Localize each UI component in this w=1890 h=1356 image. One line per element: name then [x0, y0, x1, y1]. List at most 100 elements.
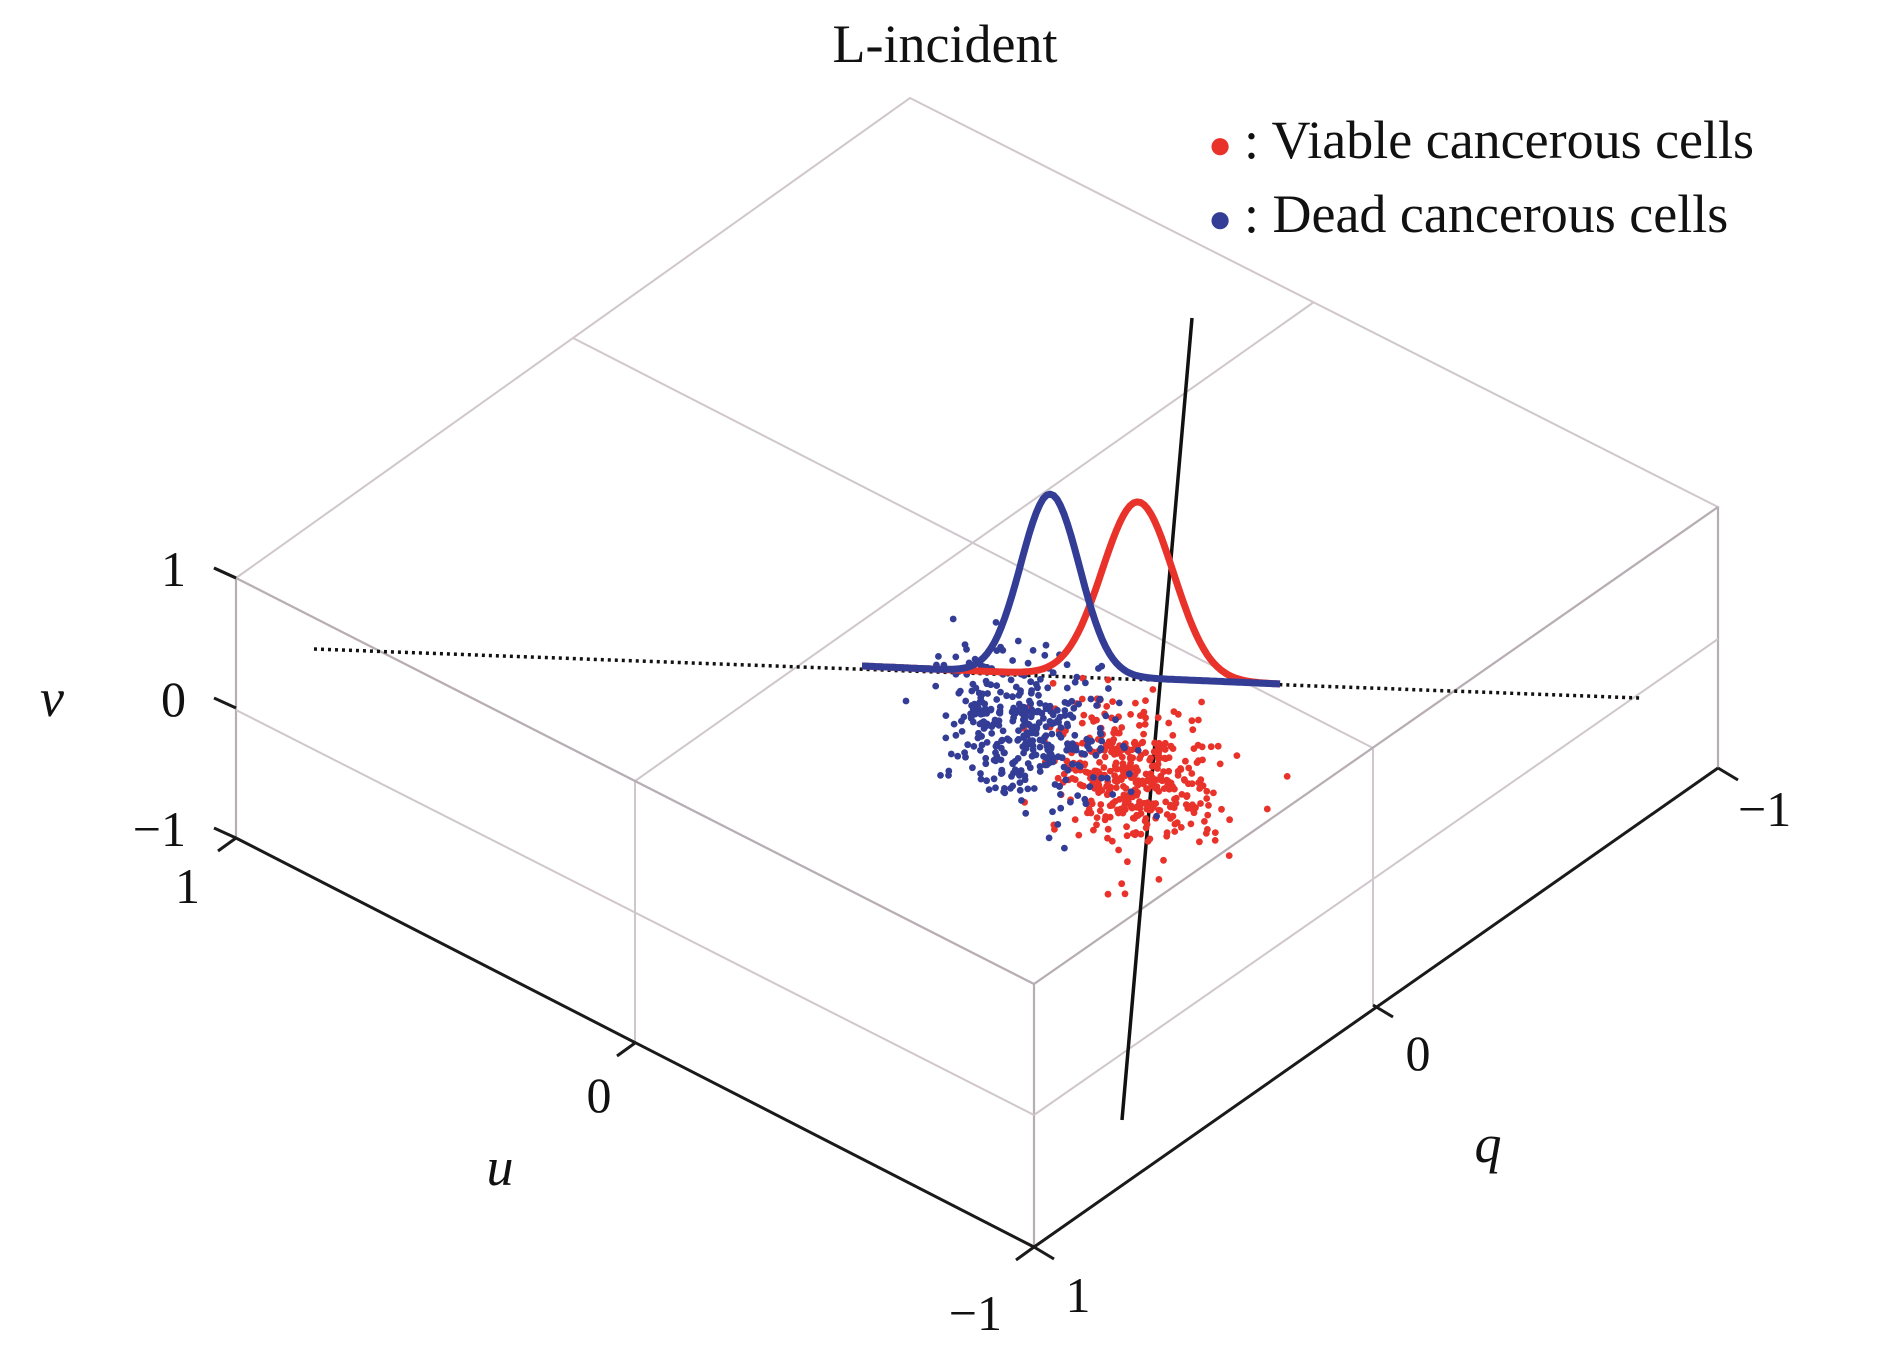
data-points [902, 615, 1291, 898]
data-point-viable [1101, 753, 1109, 761]
data-point-dead [1109, 791, 1117, 798]
data-point-viable [1187, 820, 1195, 828]
data-point-viable [1205, 802, 1212, 809]
chart-title: L-incident [833, 14, 1058, 74]
data-point-viable [1109, 800, 1117, 807]
data-point-viable [1090, 826, 1097, 834]
data-point-dead [1049, 711, 1057, 719]
data-point-viable [1115, 809, 1122, 817]
v-tick-1 [213, 566, 237, 580]
data-point-dead [1042, 723, 1050, 731]
data-point-dead [1098, 774, 1106, 782]
data-point-viable [1161, 754, 1168, 762]
q-tick-label-1: 1 [1066, 1267, 1091, 1323]
data-point-viable [1096, 759, 1103, 766]
data-point-viable [1104, 676, 1112, 684]
data-point-viable [1106, 767, 1114, 775]
data-point-viable [1128, 804, 1136, 812]
data-point-viable [1151, 739, 1158, 747]
data-point-viable [1155, 750, 1162, 757]
data-point-dead [1049, 808, 1056, 816]
data-point-viable [1104, 825, 1112, 833]
data-point-dead [1010, 714, 1017, 722]
data-point-dead [1067, 798, 1074, 806]
data-point-dead [977, 770, 984, 777]
data-point-viable [1141, 720, 1149, 728]
data-point-viable [1102, 813, 1109, 820]
data-point-dead [1051, 781, 1059, 788]
data-point-dead [990, 756, 998, 764]
data-point-dead [1063, 684, 1071, 692]
data-point-dead [982, 754, 990, 762]
data-point-viable [1182, 757, 1189, 765]
data-point-viable [1110, 729, 1117, 737]
data-point-viable [1190, 809, 1198, 817]
data-point-dead [995, 709, 1003, 717]
data-point-viable [1203, 795, 1211, 802]
data-point-dead [1017, 687, 1024, 695]
data-point-viable [1163, 829, 1171, 837]
data-point-dead [1105, 685, 1112, 692]
data-point-viable [1109, 698, 1116, 705]
tick-labels: 1 0 −1 1 0 −1 1 0 −1 [133, 541, 1791, 1341]
data-point-dead [1063, 746, 1071, 754]
data-point-dead [1018, 797, 1025, 804]
data-point-dead [1127, 788, 1135, 796]
data-point-viable [1196, 838, 1203, 846]
data-point-viable [1147, 803, 1154, 810]
data-point-viable [1119, 764, 1127, 772]
data-point-dead [1126, 770, 1133, 778]
data-point-dead [978, 741, 986, 749]
data-point-viable [1134, 812, 1142, 819]
data-point-viable [1118, 880, 1126, 888]
data-point-dead [1009, 707, 1016, 715]
data-point-viable [1100, 764, 1108, 771]
data-point-viable [1142, 714, 1149, 722]
data-point-dead [964, 741, 972, 749]
data-point-dead [995, 717, 1003, 725]
data-point-dead [1005, 736, 1013, 744]
data-point-dead [1112, 716, 1119, 724]
v-tick-label-0: 0 [161, 671, 186, 727]
data-point-viable [1078, 695, 1086, 703]
data-point-dead [1003, 692, 1010, 700]
data-point-viable [1139, 777, 1146, 785]
u-tick-label-1: 1 [175, 858, 200, 914]
data-point-viable [1195, 716, 1202, 724]
data-point-dead [1092, 751, 1100, 759]
data-point-dead [998, 766, 1006, 774]
data-point-dead [947, 750, 955, 758]
data-point-dead [942, 712, 950, 719]
data-point-dead [1061, 699, 1069, 706]
data-point-dead [1009, 657, 1016, 664]
data-point-dead [992, 619, 1000, 626]
data-point-dead [1054, 821, 1062, 828]
data-point-viable [1226, 816, 1233, 824]
right-face-top-edge [1033, 506, 1719, 985]
data-point-viable [1177, 824, 1185, 831]
data-point-viable [1142, 697, 1149, 704]
u-tick-1 [217, 836, 237, 853]
data-point-dead [1069, 760, 1076, 768]
data-point-viable [1142, 749, 1149, 756]
data-point-viable [1189, 726, 1197, 734]
data-point-viable [1199, 756, 1206, 764]
data-point-dead [1014, 637, 1022, 645]
data-point-viable [1123, 823, 1130, 831]
data-point-viable [1214, 742, 1222, 750]
data-point-dead [1027, 700, 1035, 707]
data-point-viable [1203, 787, 1211, 795]
data-point-dead [987, 705, 995, 713]
data-point-dead [1040, 753, 1047, 760]
data-point-dead [952, 731, 960, 739]
data-point-viable [1202, 830, 1210, 837]
data-point-dead [1063, 661, 1071, 669]
data-point-dead [1027, 713, 1035, 721]
q-tick-label-0: 0 [1406, 1025, 1431, 1081]
data-point-viable [1197, 800, 1204, 807]
data-point-dead [978, 732, 985, 740]
data-point-viable [1263, 805, 1271, 813]
data-point-dead [1029, 647, 1037, 654]
data-point-dead [1093, 702, 1100, 709]
data-point-dead [993, 682, 1001, 689]
